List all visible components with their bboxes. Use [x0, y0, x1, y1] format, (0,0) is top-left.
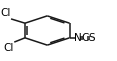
Text: Cl: Cl: [3, 43, 14, 53]
Text: S: S: [88, 33, 95, 43]
Text: N: N: [74, 33, 81, 43]
Text: Cl: Cl: [0, 8, 11, 18]
Text: C: C: [81, 33, 88, 43]
